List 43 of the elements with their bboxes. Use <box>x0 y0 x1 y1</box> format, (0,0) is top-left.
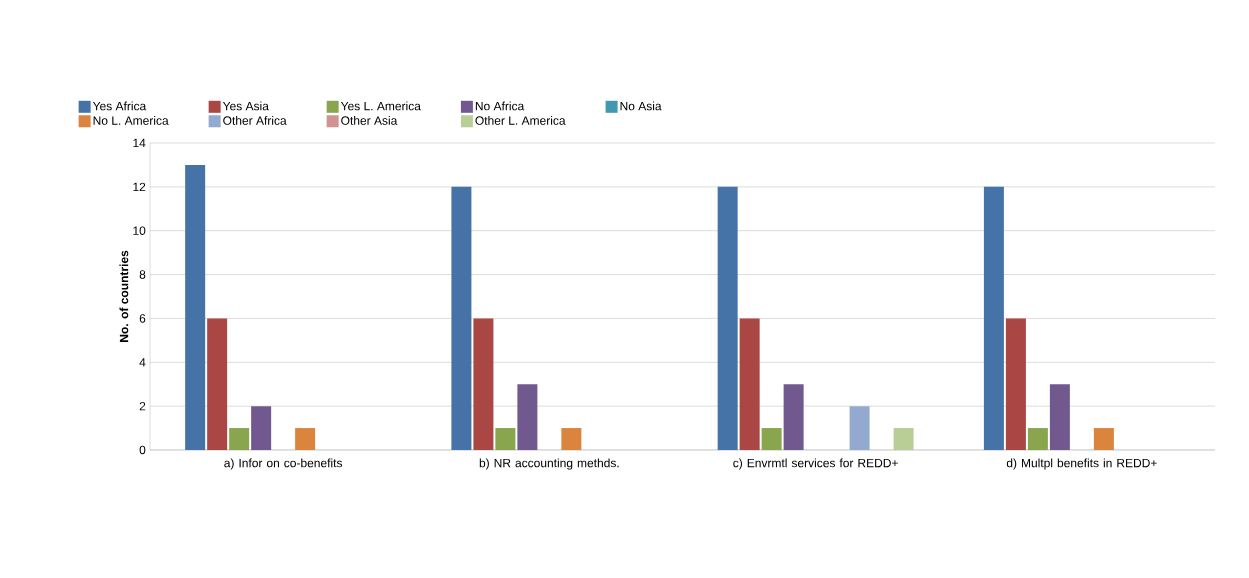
x-tick-label: c) Envrmtl services for REDD+ <box>733 458 898 470</box>
bar <box>185 164 206 450</box>
legend-label: No Asia <box>620 101 662 111</box>
y-tick-label: 4 <box>139 358 146 367</box>
legend-label: Other Africa <box>223 116 287 125</box>
bar <box>1093 428 1114 450</box>
y-tick-label: 12 <box>133 182 146 192</box>
y-tick-label: 10 <box>133 226 146 235</box>
legend-label: Yes L. America <box>340 101 421 111</box>
bar <box>783 384 804 450</box>
y-axis-title: No. of countries <box>119 250 129 342</box>
y-tick-label: 0 <box>139 445 146 455</box>
bar <box>983 186 1004 450</box>
bar <box>495 428 516 450</box>
bar <box>1049 384 1070 450</box>
bar <box>761 428 782 450</box>
bar <box>717 186 738 450</box>
bar <box>1027 428 1048 450</box>
legend-label: Yes Asia <box>222 101 269 111</box>
bar <box>893 428 914 450</box>
bar <box>251 406 272 450</box>
legend-label: Yes Africa <box>92 101 147 111</box>
bar <box>207 318 228 450</box>
bar <box>849 406 870 450</box>
legend-label: No Africa <box>475 101 525 111</box>
legend-label: No L. America <box>93 116 169 125</box>
y-tick-label: 14 <box>133 138 146 148</box>
legend-label: Other Asia <box>341 116 398 125</box>
y-tick-label: 2 <box>139 401 146 411</box>
y-tick-label: 8 <box>139 270 146 279</box>
bar <box>517 384 538 450</box>
x-tick-label: d) Multpl benefits in REDD+ <box>1006 458 1157 470</box>
y-tick-label: 6 <box>139 314 146 323</box>
bar <box>229 428 250 450</box>
bar <box>451 186 472 450</box>
bar <box>561 428 582 450</box>
x-tick-label: b) NR accounting methds. <box>479 458 619 470</box>
x-tick-label: a) Infor on co-benefits <box>224 458 343 470</box>
bar <box>1005 318 1026 450</box>
bar <box>739 318 760 450</box>
bar <box>473 318 494 450</box>
bar <box>295 428 316 450</box>
legend-label: Other L. America <box>475 116 566 125</box>
